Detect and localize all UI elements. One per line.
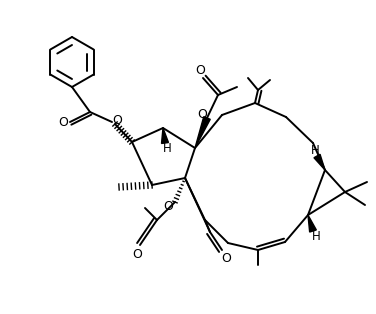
Text: O: O [195,63,205,77]
Text: O: O [197,107,207,121]
Polygon shape [162,128,168,143]
Text: O: O [112,113,122,127]
Polygon shape [308,215,316,232]
Text: O: O [58,116,68,129]
Text: O: O [132,247,142,261]
Polygon shape [195,117,210,148]
Text: H: H [163,142,171,154]
Text: H: H [311,143,319,156]
Text: H: H [312,230,320,243]
Polygon shape [314,154,325,170]
Text: O: O [163,199,173,213]
Text: O: O [221,252,231,264]
